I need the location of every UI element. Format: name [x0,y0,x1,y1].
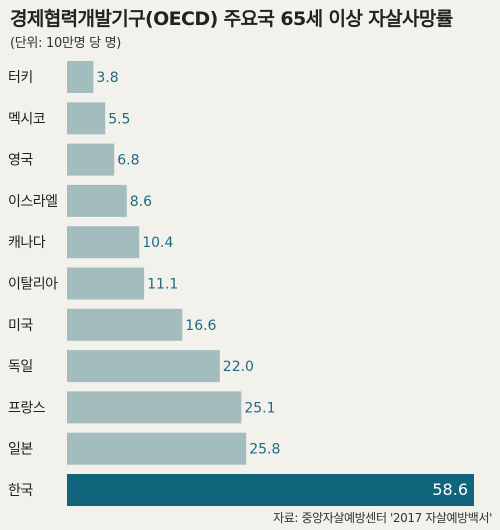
value-label: 16.6 [185,318,216,334]
chart-unit: (단위: 10만명 당 명) [10,36,122,51]
category-label: 미국 [8,318,33,334]
bar [67,432,247,465]
bar [67,61,94,93]
bar [67,474,474,506]
category-label: 이스라엘 [8,194,58,210]
chart-source: 자료: 중앙자살예방센터 '2017 자살예방백서' [273,511,492,525]
bar [67,391,242,424]
category-label: 캐나다 [8,235,46,251]
value-label: 58.6 [432,480,468,499]
category-label: 이탈리아 [8,277,58,293]
category-label: 일본 [8,442,33,458]
category-label: 프랑스 [8,400,46,416]
value-label: 3.8 [96,70,118,86]
category-label: 터키 [8,70,33,86]
value-label: 10.4 [142,235,173,251]
bar [67,308,183,341]
value-label: 6.8 [117,153,139,169]
value-label: 11.1 [147,277,178,293]
value-label: 25.8 [249,442,280,458]
value-label: 8.6 [130,194,152,210]
value-label: 25.1 [244,400,275,416]
bar [67,102,106,135]
bar [67,350,220,383]
bars-group: 터키 3.8 멕시코 5.5 영국 6.8 이스라엘 8.6 캐나다 10.4 이탈리아 11.1 미국… [8,61,474,506]
category-label: 한국 [8,483,33,499]
value-label: 22.0 [223,359,254,375]
bar [67,267,145,300]
value-label: 5.5 [108,111,130,127]
bar [67,184,127,217]
bar [67,226,140,259]
chart-title: 경제협력개발기구(OECD) 주요국 65세 이상 자살사망률 [10,8,453,30]
category-label: 영국 [8,153,33,169]
bar [67,143,115,176]
category-label: 멕시코 [8,111,46,127]
category-label: 독일 [8,359,33,375]
